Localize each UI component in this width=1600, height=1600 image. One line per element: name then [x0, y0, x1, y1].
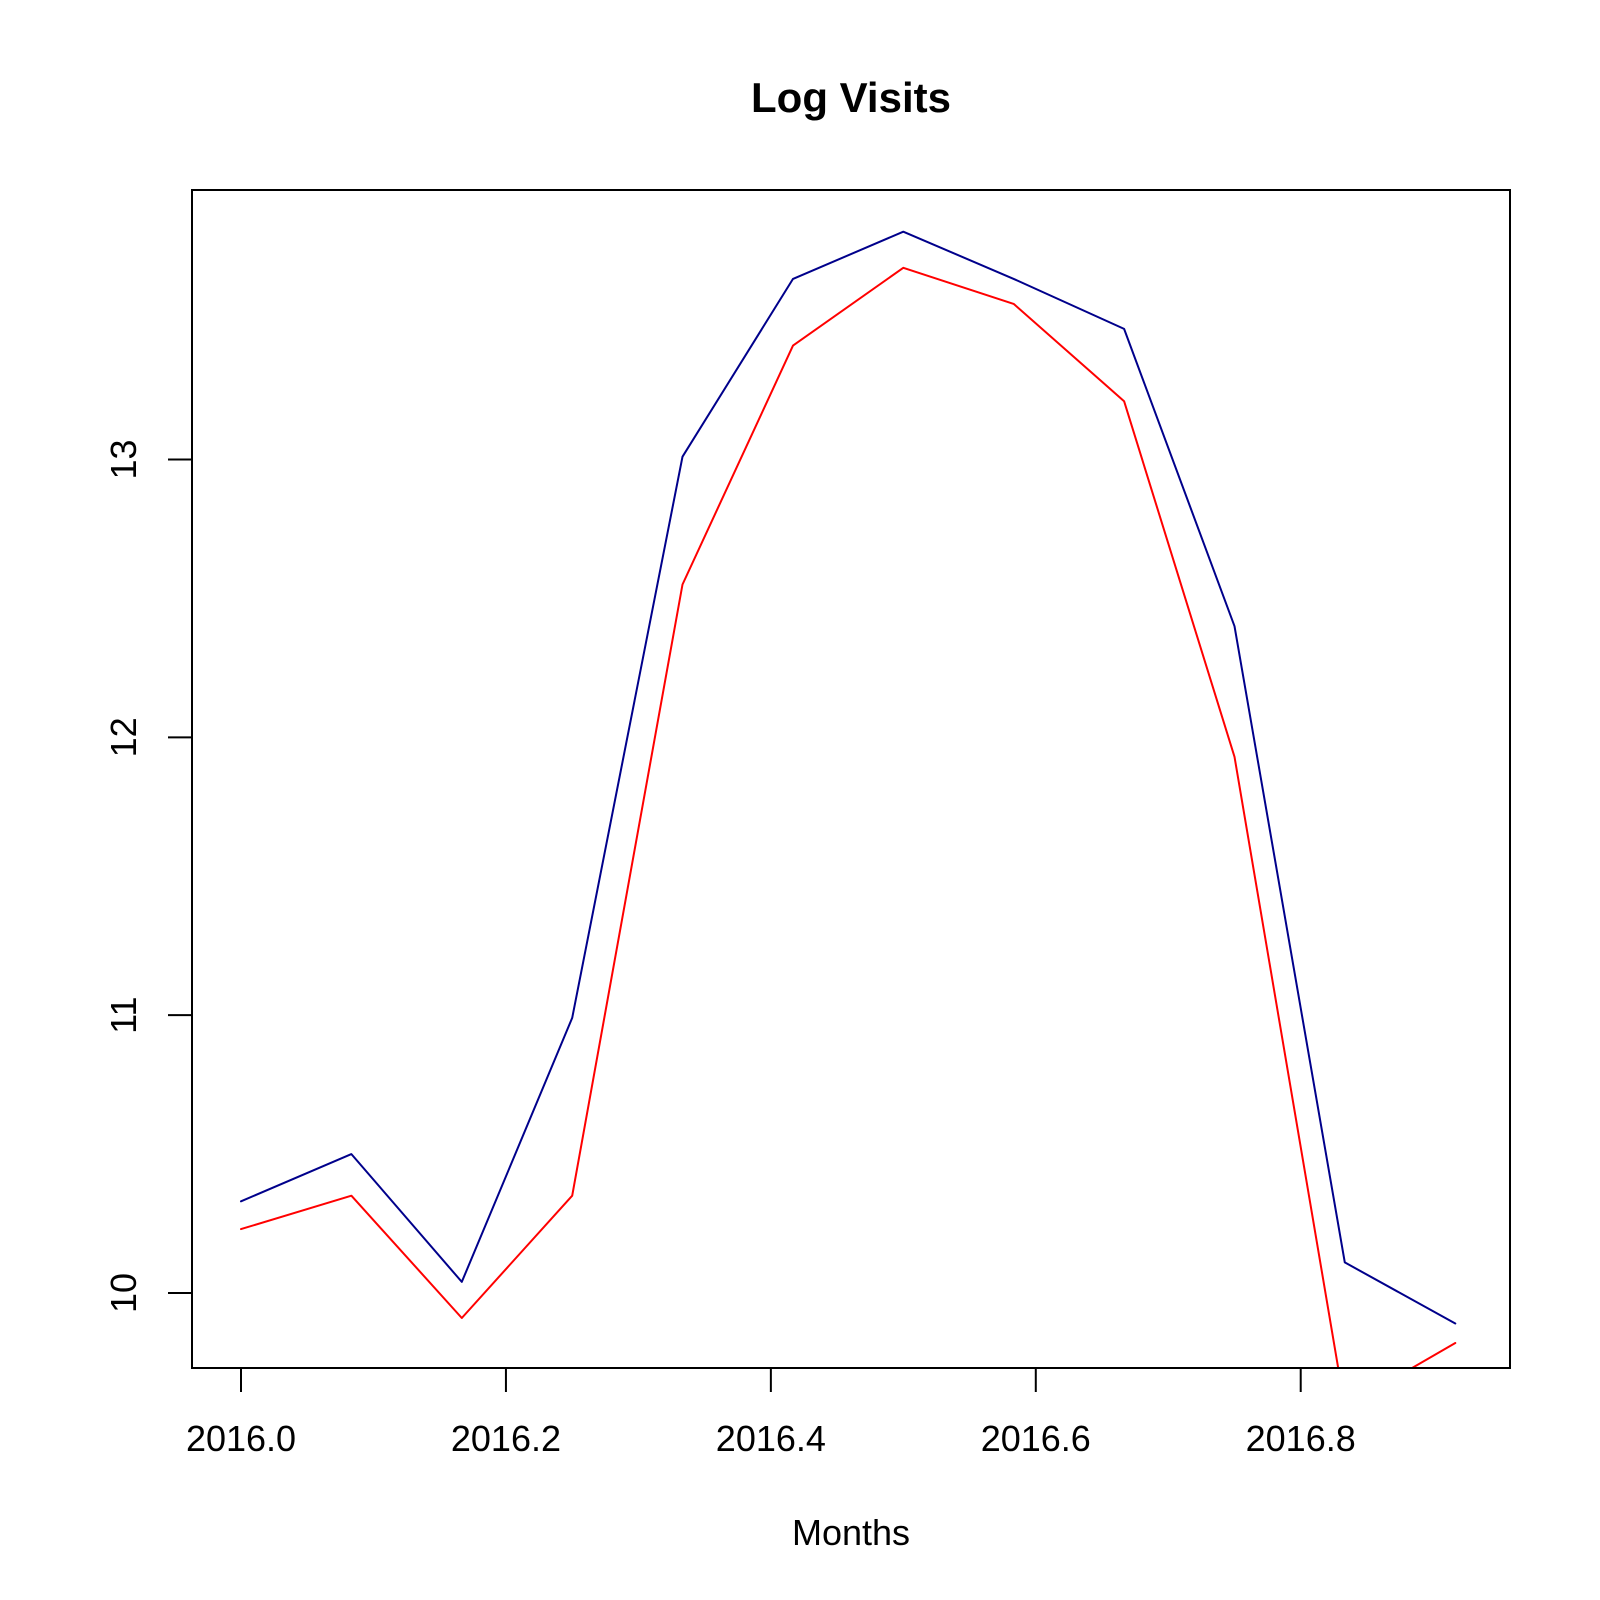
- y-axis: 10 11 12 13: [103, 439, 193, 1313]
- x-tick-label: 2016.2: [451, 1418, 561, 1459]
- series-layer: [240, 230, 1457, 1367]
- y-tick-label: 12: [103, 717, 144, 757]
- series-line-1: [240, 230, 1457, 1325]
- y-tick-label: 13: [103, 439, 144, 479]
- x-tick-label: 2016.6: [981, 1418, 1091, 1459]
- y-tick-label: 10: [103, 1273, 144, 1313]
- chart-title: Log Visits: [751, 74, 951, 121]
- x-axis: 2016.0 2016.2 2016.4 2016.6 2016.8: [186, 1367, 1356, 1459]
- x-tick-label: 2016.8: [1246, 1418, 1356, 1459]
- y-tick-label: 11: [103, 996, 144, 1033]
- x-tick-label: 2016.0: [186, 1418, 296, 1459]
- x-tick-label: 2016.4: [716, 1418, 826, 1459]
- series-line-2: [240, 266, 1457, 1367]
- plot-frame: [191, 189, 1511, 1369]
- x-axis-label: Months: [792, 1512, 910, 1553]
